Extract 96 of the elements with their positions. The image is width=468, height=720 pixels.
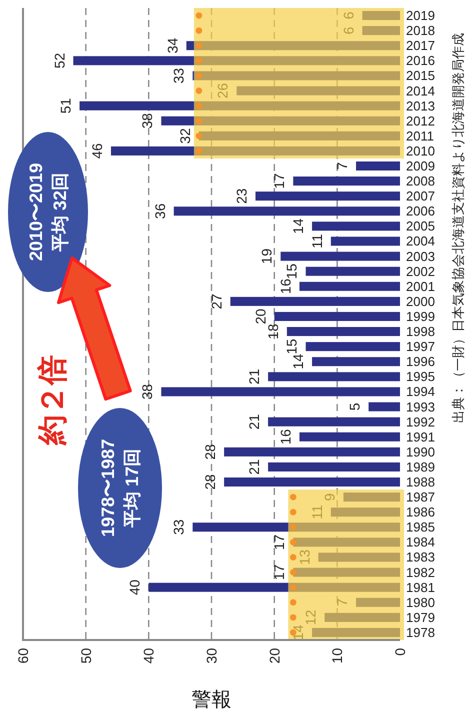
data-label: 34 (164, 38, 180, 54)
x-tick-label: 20 (266, 648, 282, 664)
y-tick-label: 1988 (406, 474, 435, 490)
y-tick-label: 1996 (406, 354, 435, 370)
y-tick-label: 1997 (406, 339, 435, 354)
x-tick-label: 40 (140, 648, 157, 664)
y-tick-label: 2002 (406, 264, 435, 279)
y-tick-label: 2016 (406, 53, 435, 68)
x-tick-label: 0 (392, 648, 408, 656)
y-tick-label: 1985 (406, 520, 435, 535)
y-tick-label: 1999 (406, 308, 435, 324)
data-label: 16 (277, 278, 294, 294)
data-label: 15 (284, 338, 300, 354)
data-label: 17 (271, 173, 288, 189)
data-label: 11 (308, 504, 325, 520)
annotation: 1978〜1987 平均 17回 (98, 438, 142, 538)
data-label: 19 (258, 248, 275, 264)
data-label: 11 (308, 234, 325, 249)
y-tick-label: 2019 (406, 8, 435, 24)
source-note: 出典：（一財）日本気象協会北海道支社資料より北海道開発局作成 (450, 33, 466, 423)
data-label: 36 (152, 203, 168, 219)
y-tick-label: 2003 (406, 248, 435, 264)
x-tick-label: 60 (15, 648, 31, 664)
y-tick-label: 1980 (406, 594, 435, 610)
y-tick-label: 1982 (406, 564, 435, 580)
y-tick-label: 1992 (406, 414, 435, 430)
y-tick-label: 1998 (406, 324, 435, 340)
data-label: 6 (340, 26, 356, 34)
y-tick-label: 2012 (406, 113, 435, 128)
y-tick-label: 2018 (406, 23, 435, 38)
data-label: 26 (214, 82, 231, 99)
y-tick-label: 2014 (406, 83, 435, 98)
data-label: 27 (208, 293, 224, 310)
data-label: 33 (170, 519, 187, 535)
y-tick-label: 1978 (406, 624, 435, 640)
data-label: 6 (340, 11, 356, 20)
y-tick-label: 2004 (406, 234, 435, 249)
y-tick-label: 1981 (406, 580, 435, 595)
y-tick-label: 2006 (406, 204, 435, 219)
y-tick-label: 2010 (406, 143, 435, 158)
y-tick-label: 1994 (406, 384, 435, 400)
y-tick-label: 1986 (406, 504, 435, 520)
data-label: 28 (202, 474, 218, 490)
data-label: 38 (139, 112, 156, 129)
y-tick-label: 2013 (406, 98, 435, 114)
y-tick-label: 1987 (406, 490, 435, 505)
data-label: 20 (252, 308, 268, 324)
y-tick-label: 2015 (406, 68, 435, 84)
data-label: 38 (139, 384, 156, 400)
y-tick-label: 2000 (406, 294, 435, 309)
data-label: 21 (246, 414, 262, 430)
data-label: 32 (176, 128, 193, 144)
x-tick-label: 30 (204, 648, 220, 664)
y-tick-label: 1990 (406, 444, 435, 460)
data-label: 14 (290, 624, 306, 640)
data-label: 5 (346, 402, 363, 411)
data-label: 46 (88, 142, 105, 159)
data-label: 28 (202, 444, 218, 460)
data-label: 14 (290, 354, 306, 370)
data-label: 21 (246, 458, 262, 475)
data-label: 7 (334, 162, 350, 170)
y-tick-label: 2011 (406, 128, 434, 144)
data-label: 17 (271, 534, 288, 550)
y-tick-label: 2008 (406, 174, 435, 189)
data-label: 33 (170, 68, 187, 84)
data-label: 23 (233, 188, 250, 204)
data-label: 15 (284, 263, 300, 280)
data-label: 14 (290, 218, 306, 234)
y-tick-label: 1984 (406, 534, 435, 550)
y-tick-label: 1989 (406, 459, 435, 474)
y-tick-label: 1995 (406, 369, 435, 384)
data-label: 7 (334, 598, 350, 606)
data-label: 16 (277, 428, 294, 445)
x-tick-label: 10 (329, 648, 346, 664)
y-tick-label: 1993 (406, 399, 435, 414)
data-label: 13 (296, 549, 312, 566)
y-tick-label: 1991 (406, 429, 435, 444)
data-label: 52 (51, 52, 68, 68)
y-tick-label: 2009 (406, 158, 435, 174)
data-label: 21 (246, 368, 262, 384)
data-label: 9 (321, 492, 338, 501)
y-tick-label: 2007 (406, 188, 435, 204)
data-label: 12 (302, 609, 319, 626)
y-tick-label: 1979 (406, 610, 435, 625)
data-label: 51 (58, 98, 74, 114)
y-tick-label: 2001 (406, 278, 435, 294)
annotation: 2010〜2019 平均 32回 (26, 162, 70, 262)
data-label: 40 (126, 579, 143, 596)
x-axis-title: 警報 (192, 689, 232, 711)
y-tick-label: 1983 (406, 550, 435, 565)
data-label: 18 (264, 324, 281, 340)
y-tick-label: 2005 (406, 218, 435, 234)
y-tick-label: 2017 (406, 38, 435, 54)
x-tick-label: 50 (78, 648, 94, 664)
data-label: 17 (271, 564, 288, 580)
annotation: 約２倍 (36, 355, 70, 446)
